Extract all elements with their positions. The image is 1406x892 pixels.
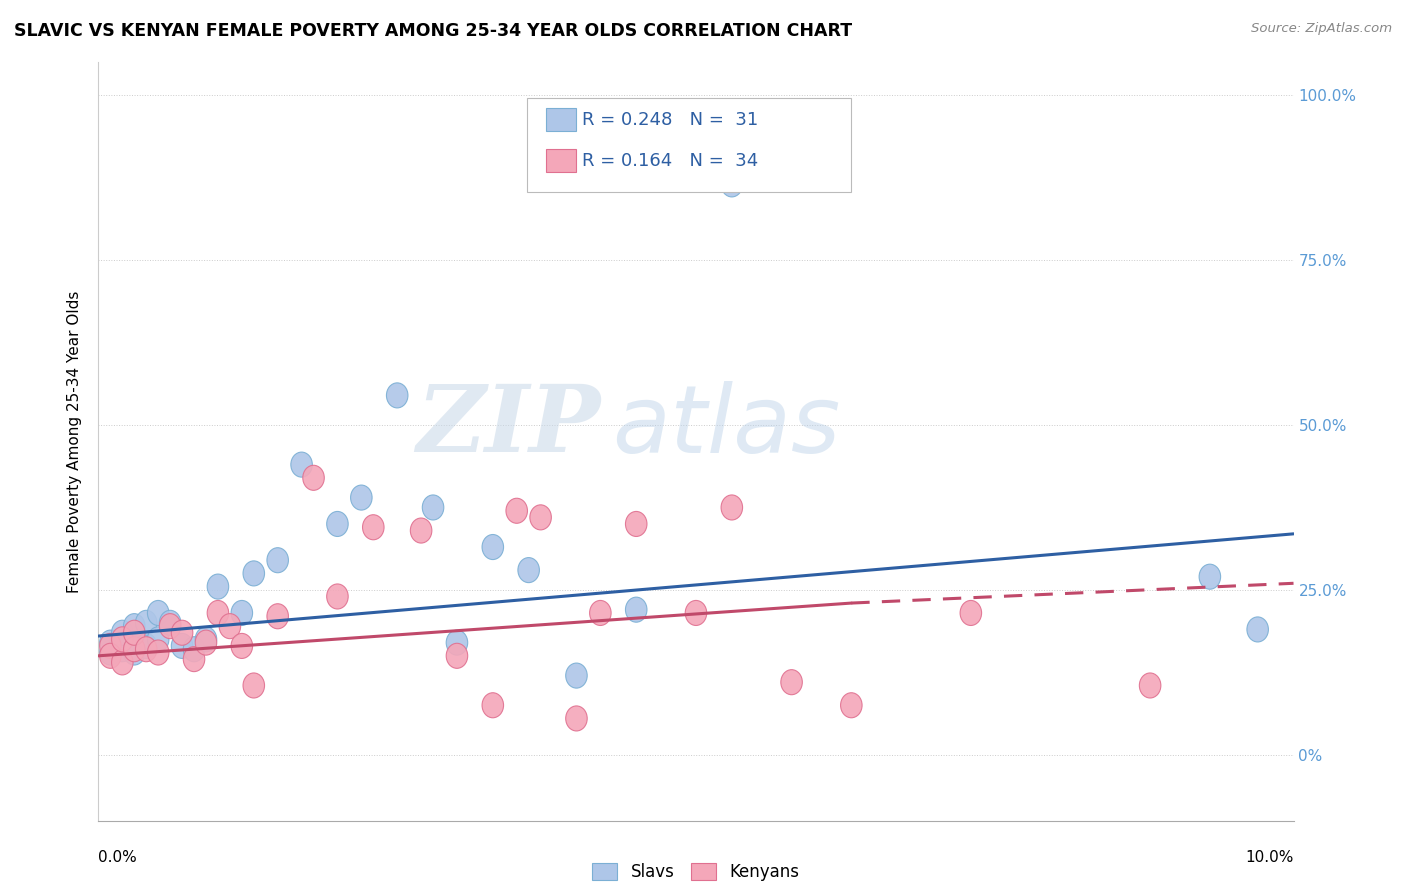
Ellipse shape [100, 630, 121, 655]
Text: Source: ZipAtlas.com: Source: ZipAtlas.com [1251, 22, 1392, 36]
Ellipse shape [124, 614, 145, 639]
Ellipse shape [267, 604, 288, 629]
Ellipse shape [302, 466, 325, 491]
Ellipse shape [124, 620, 145, 645]
Ellipse shape [446, 630, 468, 655]
Ellipse shape [482, 693, 503, 718]
Ellipse shape [100, 643, 121, 668]
Ellipse shape [148, 600, 169, 625]
Ellipse shape [960, 600, 981, 625]
Ellipse shape [326, 584, 349, 609]
Ellipse shape [446, 643, 468, 668]
Ellipse shape [626, 511, 647, 536]
Ellipse shape [135, 610, 157, 635]
Ellipse shape [159, 614, 181, 639]
Ellipse shape [100, 633, 121, 658]
Ellipse shape [219, 614, 240, 639]
Ellipse shape [1199, 564, 1220, 590]
Ellipse shape [506, 499, 527, 524]
Ellipse shape [172, 620, 193, 645]
Ellipse shape [780, 670, 803, 695]
Ellipse shape [195, 627, 217, 652]
Ellipse shape [363, 515, 384, 540]
Ellipse shape [183, 637, 205, 662]
Legend: Slavs, Kenyans: Slavs, Kenyans [586, 856, 806, 888]
Y-axis label: Female Poverty Among 25-34 Year Olds: Female Poverty Among 25-34 Year Olds [67, 291, 83, 592]
Ellipse shape [135, 637, 157, 662]
Ellipse shape [530, 505, 551, 530]
Ellipse shape [231, 600, 253, 625]
Ellipse shape [482, 534, 503, 559]
Ellipse shape [124, 637, 145, 662]
Ellipse shape [231, 633, 253, 658]
Ellipse shape [267, 548, 288, 573]
Ellipse shape [291, 452, 312, 477]
Ellipse shape [148, 640, 169, 665]
Ellipse shape [721, 495, 742, 520]
Ellipse shape [685, 600, 707, 625]
Ellipse shape [172, 633, 193, 658]
Ellipse shape [111, 637, 134, 662]
Ellipse shape [517, 558, 540, 582]
Text: ZIP: ZIP [416, 382, 600, 471]
Ellipse shape [111, 620, 134, 645]
Text: R = 0.248   N =  31: R = 0.248 N = 31 [582, 111, 758, 128]
Ellipse shape [111, 627, 134, 652]
Ellipse shape [326, 511, 349, 536]
Ellipse shape [841, 693, 862, 718]
Ellipse shape [207, 574, 229, 599]
Ellipse shape [565, 706, 588, 731]
Ellipse shape [411, 518, 432, 543]
Ellipse shape [100, 640, 121, 665]
Ellipse shape [195, 630, 217, 655]
Text: R = 0.164   N =  34: R = 0.164 N = 34 [582, 152, 758, 169]
Ellipse shape [422, 495, 444, 520]
Ellipse shape [589, 600, 612, 625]
Ellipse shape [207, 600, 229, 625]
Ellipse shape [148, 627, 169, 652]
Text: 10.0%: 10.0% [1246, 850, 1294, 865]
Ellipse shape [350, 485, 373, 510]
Ellipse shape [135, 633, 157, 658]
Ellipse shape [1247, 617, 1268, 642]
Ellipse shape [565, 663, 588, 688]
Ellipse shape [124, 640, 145, 665]
Text: SLAVIC VS KENYAN FEMALE POVERTY AMONG 25-34 YEAR OLDS CORRELATION CHART: SLAVIC VS KENYAN FEMALE POVERTY AMONG 25… [14, 22, 852, 40]
Ellipse shape [159, 610, 181, 635]
Ellipse shape [387, 383, 408, 408]
Ellipse shape [243, 673, 264, 698]
Ellipse shape [721, 172, 742, 197]
Text: atlas: atlas [613, 381, 841, 472]
Ellipse shape [243, 561, 264, 586]
Ellipse shape [111, 650, 134, 675]
Ellipse shape [1139, 673, 1161, 698]
Ellipse shape [626, 597, 647, 623]
Ellipse shape [183, 647, 205, 672]
Text: 0.0%: 0.0% [98, 850, 138, 865]
